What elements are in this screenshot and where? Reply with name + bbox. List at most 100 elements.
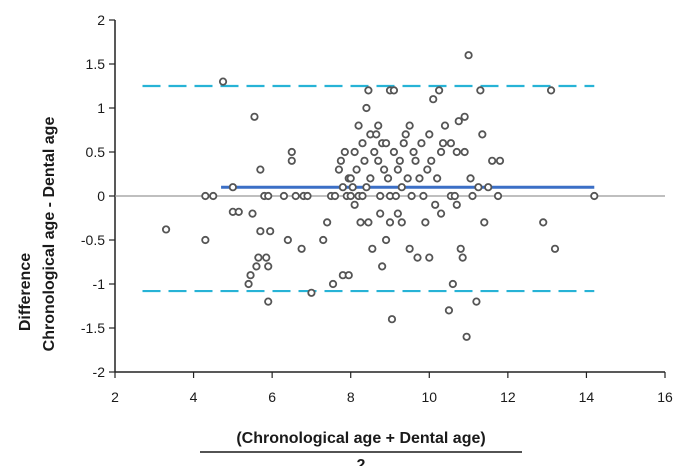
data-point [425, 130, 434, 139]
data-point [374, 156, 383, 165]
data-point [287, 156, 296, 165]
data-point [488, 156, 497, 165]
data-point [350, 200, 359, 209]
data-point [287, 147, 296, 157]
data-point [385, 218, 395, 227]
data-point [590, 191, 599, 201]
data-point [431, 200, 440, 209]
data-point [376, 191, 385, 201]
y-tick-label: 2 [97, 12, 105, 28]
data-point [380, 165, 389, 174]
y-axis-title-line2: Chronological age - Dental age [41, 117, 58, 352]
data-point [401, 130, 410, 139]
x-axis-title-numerator: (Chronological age + Dental age) [236, 430, 485, 447]
x-tick-label: 16 [657, 389, 673, 405]
data-point [381, 139, 391, 148]
data-point [352, 165, 361, 174]
data-point [409, 147, 418, 157]
data-point [395, 156, 404, 165]
data-point [264, 297, 273, 306]
data-point [218, 77, 228, 86]
data-point [354, 121, 363, 130]
data-point [405, 121, 414, 130]
y-axis-title: Difference Chronological age - Dental ag… [17, 117, 58, 352]
data-point [493, 191, 503, 201]
data-point [399, 139, 408, 148]
data-point [344, 271, 353, 280]
data-point [425, 253, 434, 262]
data-point [228, 183, 237, 192]
data-point [383, 174, 393, 183]
data-point [338, 183, 347, 192]
data-point [403, 174, 412, 183]
data-point [262, 253, 271, 262]
data-point [362, 103, 371, 113]
data-point [456, 244, 465, 253]
data-point [279, 191, 289, 201]
data-point [444, 306, 454, 315]
x-tick-label: 4 [190, 389, 198, 405]
y-tick-label: -1 [93, 276, 106, 292]
data-point [264, 262, 273, 271]
y-tick-label: 1 [97, 100, 105, 116]
data-point [366, 174, 375, 183]
x-tick-label: 6 [268, 389, 276, 405]
data-point [381, 235, 391, 245]
data-point [446, 139, 455, 148]
data-point [358, 139, 367, 148]
data-point [256, 227, 265, 236]
data-point [415, 174, 424, 183]
x-tick-label: 8 [347, 389, 355, 405]
data-point [264, 191, 273, 201]
x-tick-label: 12 [500, 389, 516, 405]
data-point [372, 130, 381, 139]
data-point [472, 297, 481, 306]
x-tick-group: 2 4 6 8 10 12 14 16 [111, 372, 673, 405]
data-point [495, 156, 505, 165]
data-point [161, 225, 171, 234]
data-point [460, 147, 469, 157]
x-tick-label: 14 [579, 389, 595, 405]
data-point [397, 183, 406, 192]
data-point [427, 156, 436, 165]
data-point [387, 315, 397, 324]
y-tick-label: -2 [93, 364, 106, 380]
data-point [348, 183, 357, 192]
data-point [421, 218, 430, 227]
data-point [440, 121, 450, 130]
data-point [436, 209, 446, 218]
data-point [303, 191, 312, 201]
data-point [484, 183, 493, 192]
y-tick-label: 0.5 [86, 144, 106, 160]
data-point [413, 253, 422, 262]
data-point [450, 191, 459, 201]
data-point [476, 86, 485, 95]
data-point [346, 174, 355, 183]
x-tick-label: 2 [111, 389, 119, 405]
data-point [458, 253, 467, 262]
data-point [393, 209, 402, 218]
data-point [423, 165, 432, 174]
data-point [478, 130, 487, 139]
data-point [417, 139, 426, 148]
data-point [209, 191, 218, 201]
data-point [360, 156, 369, 165]
x-axis-title-denominator: 2 [357, 457, 366, 466]
data-point [376, 209, 385, 218]
data-point [250, 112, 259, 121]
data-point [319, 235, 328, 245]
data-point [407, 191, 416, 201]
data-point [468, 191, 477, 201]
x-tick-label: 10 [421, 389, 437, 405]
y-tick-label: 0 [97, 188, 105, 204]
data-point [374, 121, 383, 130]
data-point [256, 165, 265, 174]
data-point [244, 279, 253, 289]
data-point [346, 191, 355, 201]
data-point [438, 139, 448, 148]
data-point [389, 86, 399, 95]
data-point [362, 183, 371, 192]
data-point [389, 147, 399, 157]
scatter-points [161, 51, 599, 341]
data-point [393, 165, 402, 174]
